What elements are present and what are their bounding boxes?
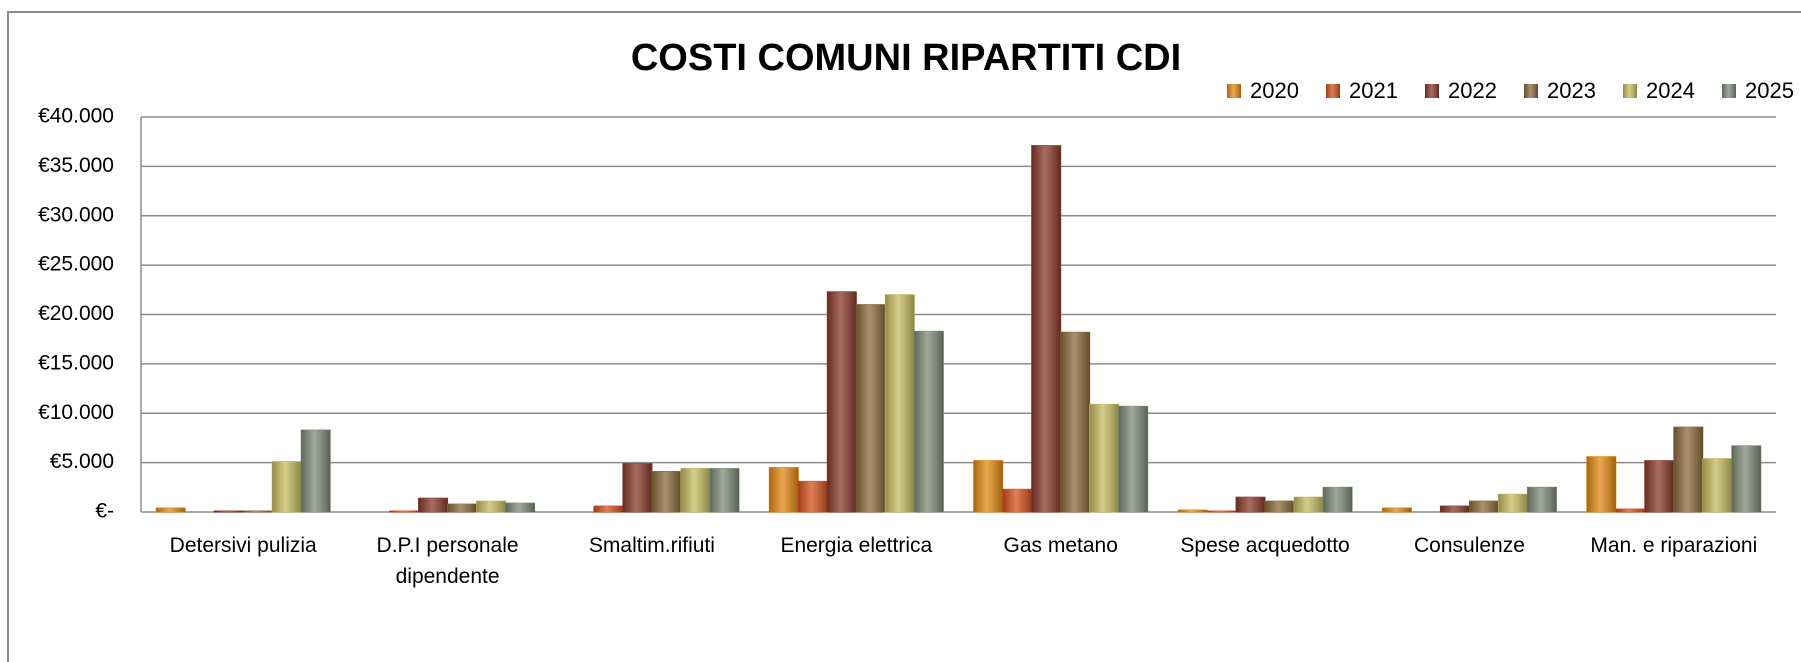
bar-shade xyxy=(505,503,535,512)
y-tick-label: €30.000 xyxy=(38,203,114,226)
bar-shade xyxy=(1118,406,1148,512)
bar-shade xyxy=(885,294,915,512)
legend-label: 2021 xyxy=(1349,78,1398,103)
y-tick-label: €10.000 xyxy=(38,401,114,424)
bar-shade xyxy=(1178,510,1208,512)
legend-label: 2020 xyxy=(1250,78,1299,103)
bar-shade xyxy=(622,463,652,512)
y-tick-label: €- xyxy=(95,500,114,523)
bar-shade xyxy=(798,481,828,512)
x-tick-label: Spese acquedotto xyxy=(1180,534,1350,557)
bar-shade xyxy=(1498,494,1528,512)
bar-shade xyxy=(856,304,886,512)
bar-shade xyxy=(1089,404,1119,512)
bar-shade xyxy=(389,511,419,512)
legend-label: 2025 xyxy=(1745,78,1794,103)
bar-shade xyxy=(1382,508,1412,512)
x-tick-label: Smaltim.rifiuti xyxy=(588,534,715,557)
y-tick-label: €15.000 xyxy=(38,351,114,374)
bar-shade xyxy=(709,468,739,512)
bar-shade xyxy=(1265,501,1295,512)
bar-shade xyxy=(1469,501,1499,512)
legend-swatch-shade xyxy=(1722,84,1736,98)
legend-label: 2024 xyxy=(1646,78,1695,103)
bar-shade xyxy=(651,471,681,512)
bar-shade xyxy=(1673,427,1703,512)
bar-shade xyxy=(272,461,302,512)
bar-shade xyxy=(973,460,1003,512)
x-tick-label: D.P.I personale dipendente xyxy=(376,534,519,588)
bar-shade xyxy=(1294,497,1324,512)
bar-shade xyxy=(243,511,273,512)
legend-label: 2022 xyxy=(1448,78,1497,103)
bar-shade xyxy=(1615,509,1645,512)
bar-shade xyxy=(1702,458,1732,512)
bar-shade xyxy=(214,511,244,512)
legend-swatch-shade xyxy=(1425,84,1439,98)
bar-shade xyxy=(1440,506,1470,512)
x-tick-label: Man. e riparazioni xyxy=(1590,534,1758,557)
x-tick-label: Energia elettrica xyxy=(780,534,933,557)
bar-shade xyxy=(156,508,186,512)
legend-label: 2023 xyxy=(1547,78,1596,103)
y-tick-label: €20.000 xyxy=(38,302,114,325)
legend-swatch-shade xyxy=(1326,84,1340,98)
y-tick-label: €35.000 xyxy=(38,154,114,177)
bar-shade xyxy=(418,498,448,512)
bar-shade xyxy=(1731,445,1761,512)
x-tick-label: Detersivi pulizia xyxy=(169,534,317,557)
bar-shade xyxy=(1644,460,1674,512)
bar-shade xyxy=(476,501,506,512)
bar-shade xyxy=(301,430,331,512)
y-tick-label: €25.000 xyxy=(38,253,114,276)
bar-shade xyxy=(1031,145,1061,512)
bar-shade xyxy=(1002,489,1032,512)
bar-shade xyxy=(1207,511,1237,512)
legend-swatch-shade xyxy=(1524,84,1538,98)
bar-shade xyxy=(914,331,944,512)
bar-shade xyxy=(593,506,623,512)
x-tick-label: Consulenze xyxy=(1413,534,1525,557)
x-tick-label: Gas metano xyxy=(1003,534,1118,557)
legend-swatch-shade xyxy=(1227,84,1241,98)
bar-shade xyxy=(827,291,857,512)
bar-shade xyxy=(1236,497,1266,512)
bar-shade xyxy=(769,467,799,512)
bar-shade xyxy=(447,504,477,512)
y-tick-label: €40.000 xyxy=(38,105,114,128)
bar-shade xyxy=(1527,487,1557,512)
bar-shade xyxy=(1323,487,1353,512)
legend-swatch-shade xyxy=(1623,84,1637,98)
chart-border xyxy=(7,11,1801,662)
bar-shade xyxy=(680,468,710,512)
bar-shade xyxy=(1060,332,1090,512)
bar-shade xyxy=(1586,456,1616,512)
y-tick-label: €5.000 xyxy=(50,450,114,473)
chart-title: COSTI COMUNI RIPARTITI CDI xyxy=(631,37,1181,79)
